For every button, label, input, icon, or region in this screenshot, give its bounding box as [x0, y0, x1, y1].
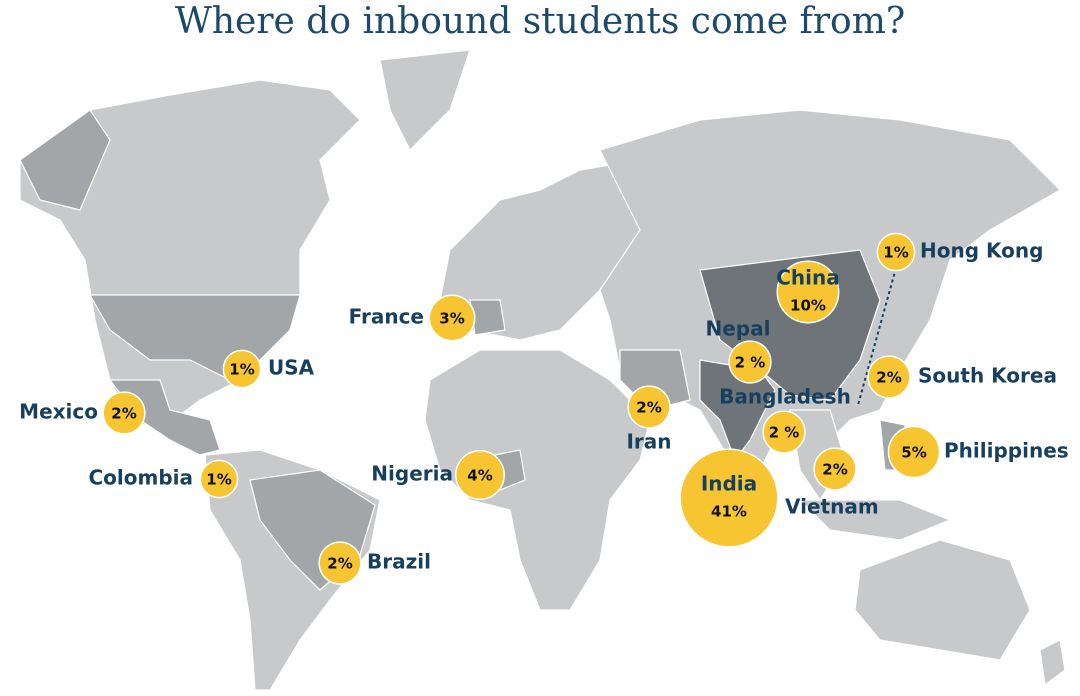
value-label: 2 %	[735, 354, 766, 372]
bubble	[199, 459, 239, 499]
value-label: 10%	[790, 297, 826, 315]
world-map	[19, 49, 1066, 691]
value-label: 1%	[229, 361, 254, 379]
bubble	[455, 450, 505, 500]
country-label: Mexico	[19, 400, 98, 424]
value-label: 2%	[822, 461, 847, 479]
country-label: India	[701, 472, 757, 496]
bubble	[776, 260, 840, 324]
bubble	[762, 410, 806, 454]
value-label: 2 %	[769, 424, 800, 442]
bubble	[679, 448, 779, 548]
country-label: Colombia	[88, 466, 193, 490]
bubble	[428, 294, 476, 342]
bubbles: 1% Hong Kong China 10% 2 % Nepal 2% South Korea…	[19, 232, 1069, 585]
bubble	[876, 232, 916, 272]
value-label: 5%	[901, 444, 926, 462]
country-label: Bangladesh	[719, 385, 851, 409]
country-label: Vietnam	[785, 495, 879, 519]
country-label: Hong Kong	[920, 239, 1043, 263]
bubble	[318, 541, 362, 585]
country-label: Philippines	[944, 439, 1069, 463]
value-label: 2%	[327, 555, 352, 573]
country-label: Iran	[626, 430, 671, 454]
title: Where do inbound students come from?	[175, 1, 905, 42]
bubble	[887, 425, 941, 479]
value-label: 3%	[439, 310, 464, 328]
country-label: South Korea	[918, 364, 1057, 388]
country-label: USA	[268, 356, 315, 380]
bubble	[867, 355, 911, 399]
value-label: 41%	[711, 503, 747, 521]
value-label: 4%	[467, 467, 492, 485]
value-label: 2%	[876, 369, 901, 387]
country-label: Nepal	[706, 317, 771, 341]
bubble	[813, 447, 857, 491]
country-label: Brazil	[367, 550, 431, 574]
bubble	[222, 349, 262, 389]
bubble	[728, 340, 772, 384]
value-label: 2%	[636, 399, 661, 417]
value-label: 1%	[206, 471, 231, 489]
value-label: 1%	[883, 244, 908, 262]
country-label: France	[349, 305, 424, 329]
country-label: China	[776, 266, 840, 290]
bubble	[102, 391, 146, 435]
value-label: 2%	[111, 405, 136, 423]
country-label: Nigeria	[371, 462, 453, 486]
bubble	[627, 385, 671, 429]
